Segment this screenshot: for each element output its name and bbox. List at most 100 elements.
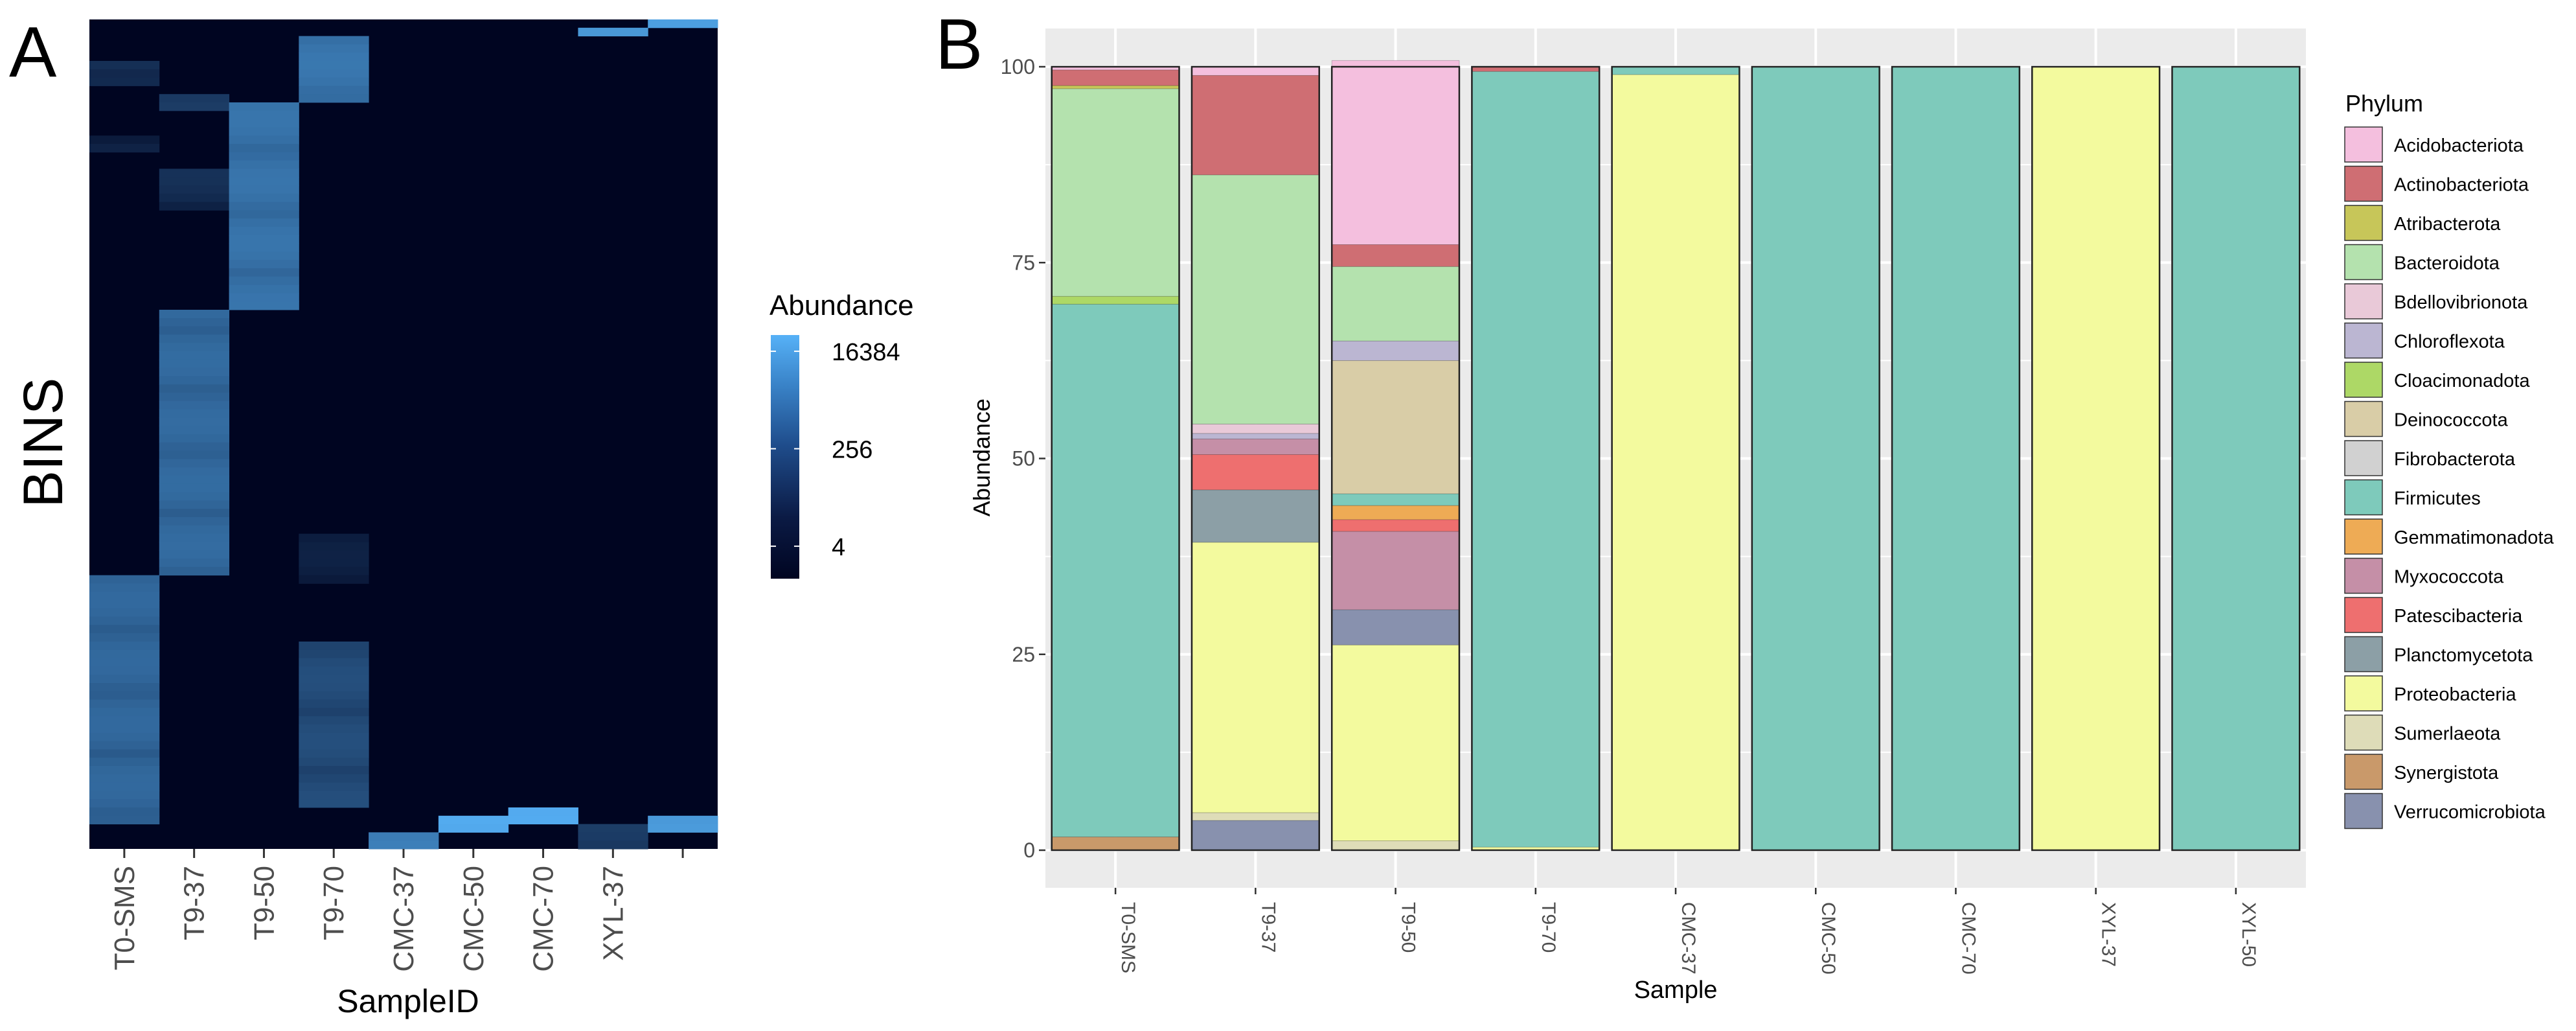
heatmap-x-tick-label: CMC-37 bbox=[388, 866, 420, 972]
bar-segment bbox=[1051, 69, 1180, 86]
heatmap-cell bbox=[159, 168, 230, 178]
heatmap-cell bbox=[299, 791, 369, 800]
heatmap-cell bbox=[299, 691, 369, 701]
heatmap-cell bbox=[89, 69, 160, 78]
heatmap-cell bbox=[299, 716, 369, 725]
heatmap-cell bbox=[159, 318, 230, 327]
heatmap-cell bbox=[89, 625, 160, 634]
bar-segment bbox=[1331, 266, 1460, 342]
bar-segment bbox=[1191, 174, 1320, 424]
phylum-legend-label: Synergistota bbox=[2394, 763, 2499, 783]
heatmap-cell bbox=[89, 592, 160, 601]
heatmap-cell bbox=[159, 334, 230, 343]
phylum-legend-label: Deinococcota bbox=[2394, 410, 2509, 431]
phylum-legend-key bbox=[2344, 244, 2383, 281]
phylum-legend-label: Gemmatimonadota bbox=[2394, 527, 2554, 548]
bar-segment bbox=[1191, 489, 1320, 543]
heatmap-cell bbox=[438, 824, 509, 833]
heatmap-cell bbox=[89, 791, 160, 800]
heatmap-cell bbox=[159, 476, 230, 485]
heatmap-cell bbox=[229, 152, 299, 161]
heatmap-cell bbox=[299, 666, 369, 675]
heatmap-cell bbox=[159, 492, 230, 501]
heatmap-cell bbox=[89, 61, 160, 70]
phylum-legend-label: Cloacimonadota bbox=[2394, 371, 2530, 391]
panel-a-label: A bbox=[9, 12, 57, 92]
heatmap-cell bbox=[369, 840, 439, 850]
heatmap-cell bbox=[89, 741, 160, 750]
phylum-legend-label: Actinobacteriota bbox=[2394, 175, 2529, 196]
heatmap-cell bbox=[229, 227, 299, 236]
heatmap-cell bbox=[89, 799, 160, 808]
bar-segment bbox=[1751, 66, 1880, 851]
heatmap-cell bbox=[648, 19, 718, 29]
heatmap-cell bbox=[229, 185, 299, 194]
bar-segment bbox=[1331, 493, 1460, 506]
heatmap-cell bbox=[89, 807, 160, 817]
heatmap-cell bbox=[89, 658, 160, 667]
phylum-legend-key bbox=[2344, 754, 2383, 790]
phylum-legend-key bbox=[2344, 126, 2383, 163]
heatmap-cell bbox=[159, 509, 230, 518]
phylum-legend-key bbox=[2344, 714, 2383, 751]
heatmap-cell bbox=[89, 600, 160, 609]
bar-T0-SMS bbox=[1051, 65, 1180, 851]
heatmap-cell bbox=[229, 260, 299, 269]
phylum-legend-key bbox=[2344, 557, 2383, 594]
heatmap-cell bbox=[89, 666, 160, 675]
bar-outline bbox=[1051, 65, 1180, 851]
phylum-legend-label: Sumerlaeota bbox=[2394, 724, 2501, 745]
heatmap-cell bbox=[159, 351, 230, 360]
bar-outline bbox=[1891, 65, 2021, 851]
bar-T9-50 bbox=[1330, 60, 1461, 851]
heatmap-cell bbox=[299, 758, 369, 767]
heatmap-cell bbox=[299, 658, 369, 667]
bar-segment bbox=[1331, 340, 1460, 361]
heatmap-cell bbox=[299, 799, 369, 808]
heat-legend-tick-label: 256 bbox=[832, 436, 872, 463]
heatmap-cell bbox=[299, 575, 369, 584]
phylum-legend-key bbox=[2344, 518, 2383, 555]
heatmap-cell bbox=[89, 633, 160, 642]
heatmap-cell bbox=[229, 119, 299, 128]
heatmap-cell bbox=[89, 708, 160, 717]
heatmap-cell bbox=[159, 343, 230, 352]
bar-outline bbox=[1471, 65, 1601, 851]
heatmap-cell bbox=[578, 824, 648, 833]
phylum-legend-key bbox=[2344, 322, 2383, 359]
phylum-legend-key bbox=[2344, 793, 2383, 829]
bar-y-tick-label: 0 bbox=[1023, 839, 1035, 862]
heatmap-cell bbox=[299, 642, 369, 651]
bar-segment bbox=[1051, 88, 1180, 297]
bar-XYL-50 bbox=[2171, 65, 2301, 851]
heatmap-cell bbox=[299, 86, 369, 95]
heatmap-cell bbox=[229, 243, 299, 252]
heatmap-x-axis-title: SampleID bbox=[337, 983, 479, 1019]
heatmap-cell bbox=[648, 824, 718, 833]
heatmap-cell bbox=[229, 177, 299, 186]
heatmap-cell bbox=[159, 517, 230, 526]
heatmap-cell bbox=[89, 583, 160, 592]
heatmap-cell bbox=[229, 268, 299, 277]
heatmap-cell bbox=[229, 251, 299, 261]
heatmap-cell bbox=[159, 409, 230, 418]
heatmap-cell bbox=[89, 699, 160, 708]
bar-segment bbox=[1191, 812, 1320, 821]
bar-segment bbox=[1191, 542, 1320, 813]
bar-segment bbox=[1331, 519, 1460, 532]
heatmap-cell bbox=[578, 27, 648, 37]
heatmap-cell bbox=[229, 276, 299, 286]
heatmap-cell bbox=[578, 840, 648, 850]
heatmap-cell bbox=[159, 434, 230, 443]
heatmap-cell bbox=[229, 144, 299, 153]
heatmap-cell bbox=[159, 500, 230, 509]
phylum-legend-label: Planctomycetota bbox=[2394, 645, 2533, 666]
heatmap-cell bbox=[159, 202, 230, 211]
heatmap-cell bbox=[159, 426, 230, 435]
heatmap-cell bbox=[159, 542, 230, 551]
heat-legend-colorbar bbox=[771, 335, 799, 579]
bar-outline bbox=[1751, 65, 1880, 851]
heat-legend-tick-label: 4 bbox=[832, 534, 845, 561]
heatmap-cell bbox=[229, 284, 299, 294]
phylum-legend-key bbox=[2344, 205, 2383, 241]
